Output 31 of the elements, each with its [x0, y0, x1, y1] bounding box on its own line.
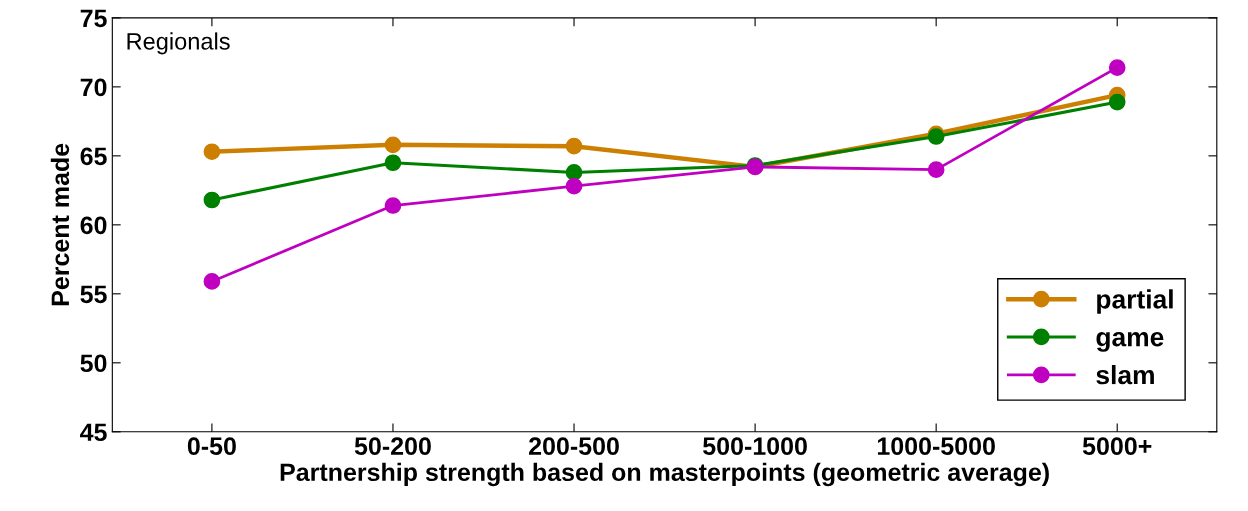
y-tick-label: 60	[80, 216, 107, 235]
point	[565, 177, 583, 195]
point	[203, 143, 221, 161]
x-axis-title: Partnership strength based on masterpoints (geometric average)	[280, 462, 1049, 487]
point	[203, 273, 221, 290]
legend-label: partial	[1097, 289, 1173, 314]
y-tick-label: 75	[80, 9, 107, 28]
legend-label: game	[1096, 331, 1164, 352]
x-tick-label: 50-200	[354, 437, 431, 456]
point	[384, 197, 402, 214]
point	[384, 136, 402, 154]
x-tick-label: 0-50	[187, 437, 236, 456]
point	[565, 137, 583, 155]
x-tick-label: 200-500	[529, 437, 619, 456]
x-tick-label: 5000+	[1082, 437, 1152, 456]
annotation: Regionals	[127, 32, 230, 55]
point	[927, 161, 945, 178]
y-tick-label: 70	[80, 78, 107, 97]
point	[565, 164, 583, 181]
x-tick-label: 1000-5000	[877, 437, 995, 456]
y-axis-title: Percent made	[50, 143, 70, 306]
y-tick-label: 50	[80, 354, 107, 373]
x-tick-label: 500-1000	[703, 437, 807, 456]
y-tick-label: 55	[80, 285, 107, 304]
legend-label: slam	[1096, 364, 1154, 385]
point	[1108, 59, 1126, 76]
y-tick-label: 45	[80, 423, 107, 442]
point	[384, 154, 402, 172]
point	[203, 191, 221, 209]
point	[1108, 93, 1126, 111]
y-tick-label: 65	[80, 147, 107, 166]
